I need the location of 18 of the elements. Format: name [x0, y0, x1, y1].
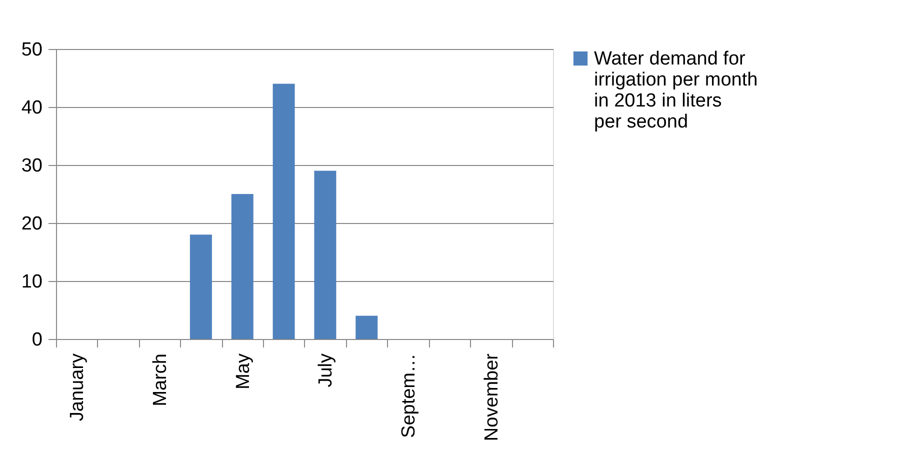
bar [231, 194, 254, 339]
x-tick-label: November [481, 352, 502, 442]
bar [356, 316, 378, 339]
x-tick-label: January [67, 353, 88, 422]
x-tick-label: May [232, 353, 254, 390]
y-tick-label: 50 [21, 40, 42, 60]
bar [272, 84, 295, 339]
y-tick-label: 10 [21, 272, 42, 292]
x-tick-label: Septem… [398, 354, 420, 438]
y-tick-label: 20 [21, 214, 42, 234]
bar [314, 170, 336, 339]
y-tick-label: 30 [21, 156, 42, 176]
legend-label: Water demand for irrigation per month in 2013 in liters per second [594, 48, 758, 132]
y-tick-label: 0 [32, 330, 42, 350]
bar [190, 234, 212, 339]
x-tick-label: July [316, 353, 337, 388]
y-tick-label: 40 [21, 98, 42, 118]
x-tick-label: March [150, 354, 172, 406]
